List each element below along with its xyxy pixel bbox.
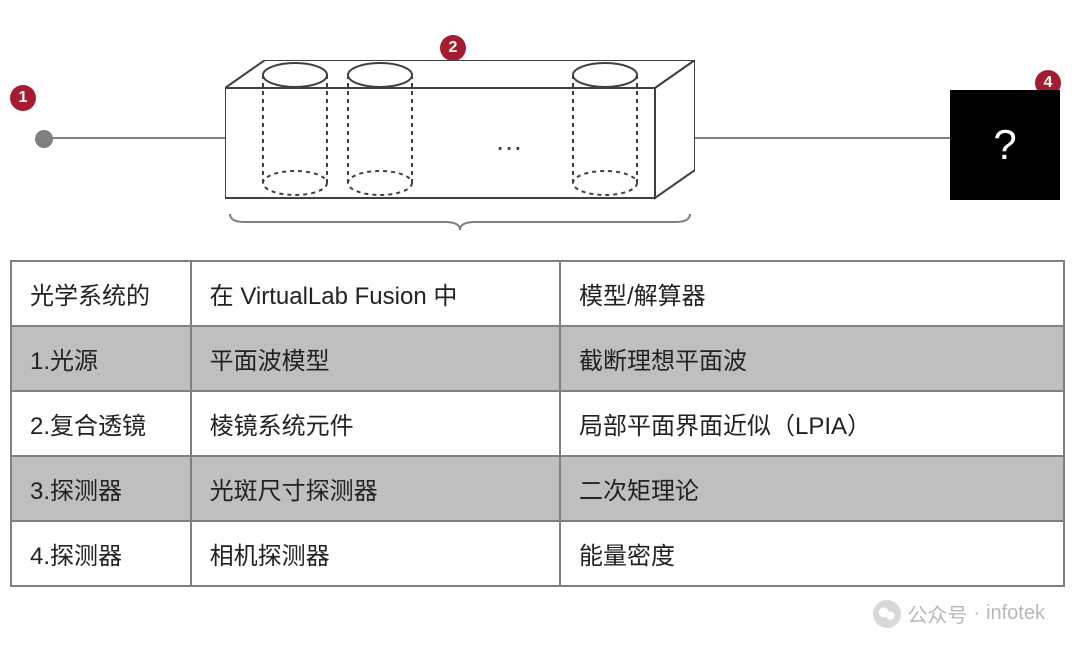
cell: 棱镜系统元件 xyxy=(191,391,560,456)
source-dot xyxy=(35,130,53,148)
table-row: 4.探测器 相机探测器 能量密度 xyxy=(11,521,1064,586)
compound-lens-box: … xyxy=(225,60,695,210)
detector-box: ? xyxy=(950,90,1060,200)
badge-1-label: 1 xyxy=(19,89,28,107)
cell: 能量密度 xyxy=(560,521,1064,586)
cell: 相机探测器 xyxy=(191,521,560,586)
brace-under-box xyxy=(225,212,695,232)
table-row: 2.复合透镜 棱镜系统元件 局部平面界面近似（LPIA） xyxy=(11,391,1064,456)
cell: 3.探测器 xyxy=(11,456,191,521)
cell: 光斑尺寸探测器 xyxy=(191,456,560,521)
cell: 2.复合透镜 xyxy=(11,391,191,456)
watermark-right: infotek xyxy=(986,602,1045,625)
ellipsis-dots: … xyxy=(495,125,523,156)
watermark-dot: · xyxy=(973,602,980,625)
header-col3: 模型/解算器 xyxy=(560,261,1064,326)
watermark-left: 公众号 xyxy=(907,599,967,628)
table-row: 1.光源 平面波模型 截断理想平面波 xyxy=(11,326,1064,391)
cell: 1.光源 xyxy=(11,326,191,391)
cell: 截断理想平面波 xyxy=(560,326,1064,391)
components-table: 光学系统的 在 VirtualLab Fusion 中 模型/解算器 1.光源 … xyxy=(10,260,1065,587)
lens-box-svg: … xyxy=(225,60,695,220)
table-header-row: 光学系统的 在 VirtualLab Fusion 中 模型/解算器 xyxy=(11,261,1064,326)
detector-label: ? xyxy=(993,121,1016,169)
badge-2: 2 xyxy=(440,35,466,61)
badge-2-label: 2 xyxy=(449,39,458,57)
watermark: 公众号 · infotek xyxy=(873,599,1045,628)
wechat-icon xyxy=(873,600,901,628)
box-front-face xyxy=(225,88,655,198)
cell: 4.探测器 xyxy=(11,521,191,586)
badge-1: 1 xyxy=(10,85,36,111)
header-col2: 在 VirtualLab Fusion 中 xyxy=(191,261,560,326)
cell: 局部平面界面近似（LPIA） xyxy=(560,391,1064,456)
cell: 平面波模型 xyxy=(191,326,560,391)
header-col1: 光学系统的 xyxy=(11,261,191,326)
optical-diagram: 1 2 3 4 … xyxy=(0,0,1075,260)
axis-line-left xyxy=(44,137,227,139)
table-row: 3.探测器 光斑尺寸探测器 二次矩理论 xyxy=(11,456,1064,521)
cell: 二次矩理论 xyxy=(560,456,1064,521)
axis-line-right xyxy=(695,137,950,139)
